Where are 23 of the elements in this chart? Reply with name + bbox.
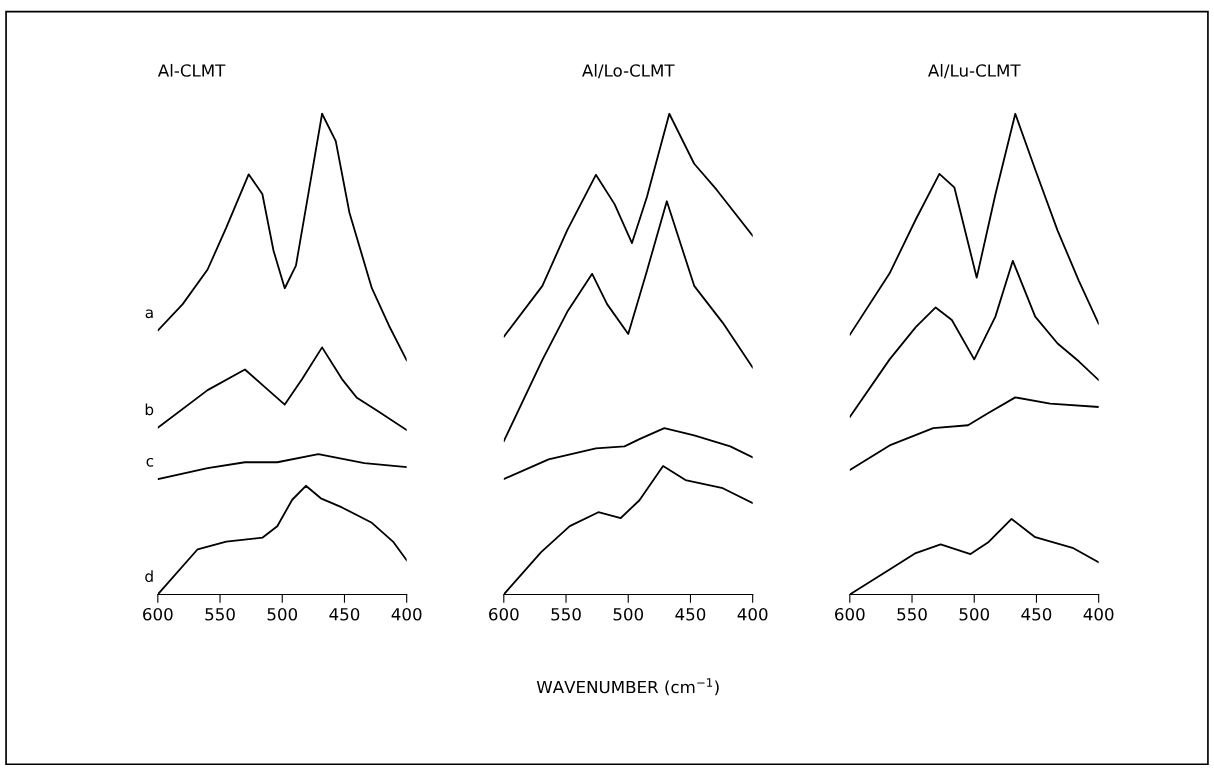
x-tick-label: 600 bbox=[143, 607, 173, 621]
series-label: d bbox=[145, 570, 153, 583]
x-tick-label: 500 bbox=[959, 607, 990, 621]
x-tick-label: 550 bbox=[551, 607, 581, 621]
series-label: c bbox=[146, 457, 154, 467]
series-label: b bbox=[145, 403, 154, 416]
chart-title: Al/Lu-CLMT bbox=[928, 63, 1021, 79]
x-tick-label: 550 bbox=[205, 607, 235, 621]
x-tick-label: 600 bbox=[835, 607, 865, 621]
x-tick-label: 450 bbox=[675, 607, 706, 621]
x-tick-label: 550 bbox=[897, 607, 927, 621]
x-tick-label: 450 bbox=[329, 607, 360, 621]
x-tick-label: 500 bbox=[613, 607, 644, 621]
x-tick-label: 450 bbox=[1021, 607, 1052, 621]
chart-title: Al-CLMT bbox=[157, 63, 226, 77]
x-axis-title: WAVENUMBER (cm$^{−1}$) bbox=[536, 678, 719, 696]
x-tick-label: 400 bbox=[1083, 607, 1114, 621]
x-tick-label: 400 bbox=[737, 607, 768, 621]
x-tick-label: 400 bbox=[391, 607, 422, 621]
series-label: a bbox=[145, 309, 153, 319]
x-tick-label: 500 bbox=[267, 607, 298, 621]
x-tick-label: 600 bbox=[489, 607, 519, 621]
chart-title: Al/Lo-CLMT bbox=[582, 63, 675, 79]
